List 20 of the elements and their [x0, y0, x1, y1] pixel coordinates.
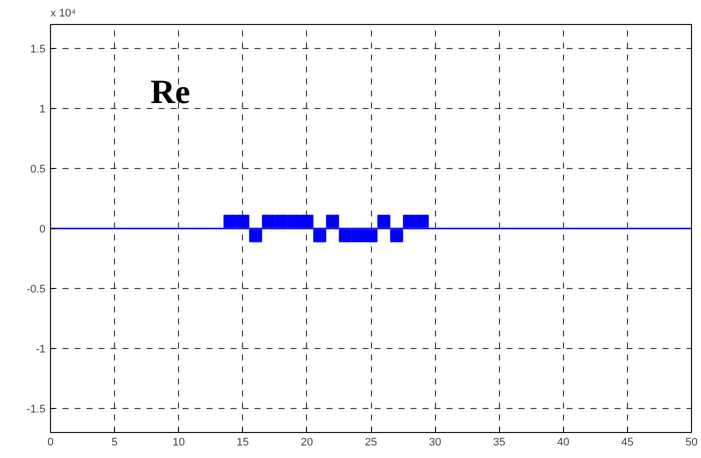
- annotation: Re: [150, 74, 190, 111]
- x-tick-label: 40: [557, 436, 570, 448]
- y-tick-label: -1: [36, 344, 46, 356]
- x-tick-label: 5: [112, 436, 118, 448]
- x-tick-label: 35: [493, 436, 506, 448]
- x-tick-label: 0: [47, 436, 54, 448]
- x-tick-label: 15: [236, 436, 249, 448]
- x-tick-label: 30: [428, 436, 442, 448]
- x-tick-label: 25: [364, 436, 378, 448]
- y-tick-label: 1.5: [30, 44, 46, 56]
- x-tick-label: 50: [685, 436, 698, 448]
- y-tick-label: 1: [39, 104, 46, 116]
- text: x 10⁴: [50, 8, 76, 20]
- y-tick-label: -0.5: [26, 284, 46, 296]
- y-tick-label: 0.5: [30, 164, 46, 176]
- x-tick-label: 45: [621, 436, 634, 448]
- y-tick-label: 0: [39, 224, 46, 236]
- x-tick-label: 10: [172, 436, 185, 448]
- x-tick-label: 20: [300, 436, 314, 448]
- y-tick-label: -1.5: [26, 404, 46, 416]
